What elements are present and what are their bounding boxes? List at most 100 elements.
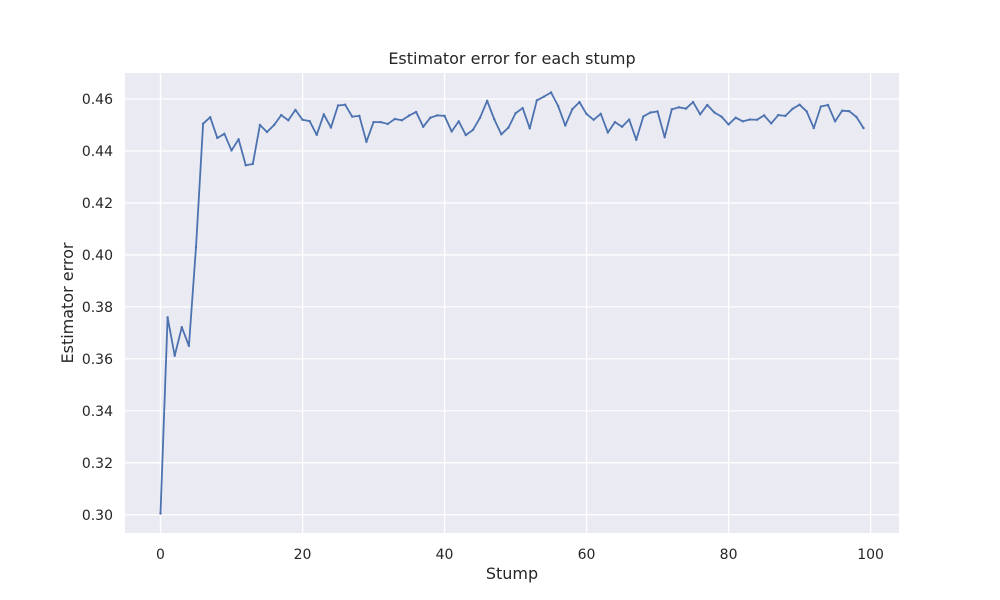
data-point — [194, 245, 198, 249]
data-point — [265, 130, 269, 134]
data-point — [507, 126, 510, 129]
data-point — [805, 110, 808, 113]
data-point — [670, 108, 673, 111]
data-point — [301, 118, 304, 121]
y-tick-label: 0.38 — [82, 300, 113, 316]
data-point — [478, 116, 482, 119]
data-point — [784, 114, 787, 118]
data-point — [571, 107, 574, 111]
data-point — [386, 122, 389, 126]
y-tick-label: 0.42 — [82, 196, 113, 212]
y-tick-label: 0.46 — [82, 92, 113, 108]
data-point — [691, 100, 695, 104]
data-point — [769, 122, 773, 125]
data-point — [642, 115, 645, 118]
data-points — [159, 91, 865, 515]
data-point — [244, 164, 247, 167]
data-point — [379, 120, 382, 124]
y-tick-label: 0.32 — [82, 456, 113, 472]
data-point — [585, 112, 588, 116]
x-tick-label: 80 — [720, 547, 738, 563]
data-point — [741, 120, 744, 123]
data-point — [223, 132, 226, 136]
x-axis-label: Stump — [486, 564, 538, 583]
plot-area — [125, 73, 899, 533]
data-point — [209, 115, 212, 119]
data-point — [166, 316, 169, 319]
y-tick-label: 0.30 — [82, 508, 113, 524]
data-point — [713, 111, 716, 114]
data-point — [272, 123, 276, 127]
data-point — [514, 112, 517, 115]
data-point — [180, 325, 184, 329]
data-point — [542, 95, 546, 98]
y-tick-label: 0.34 — [82, 404, 113, 420]
data-point — [798, 103, 801, 106]
data-point — [791, 107, 794, 111]
data-point — [400, 119, 404, 122]
data-point — [549, 91, 553, 94]
data-point — [635, 138, 638, 141]
data-point — [457, 120, 460, 123]
x-axis-ticks: 0 20 40 60 80 100 — [156, 547, 884, 563]
y-axis-label: Estimator error — [58, 242, 77, 363]
grid-lines — [125, 73, 899, 533]
data-point — [720, 115, 723, 118]
x-tick-label: 60 — [578, 547, 596, 563]
data-point — [684, 107, 688, 110]
data-point — [777, 113, 780, 117]
data-point — [500, 133, 503, 136]
data-point — [287, 119, 290, 122]
y-tick-label: 0.44 — [82, 144, 113, 160]
data-point — [450, 130, 453, 133]
data-point — [159, 512, 162, 515]
data-point — [564, 124, 567, 127]
data-point — [173, 354, 176, 357]
data-point — [493, 118, 496, 121]
data-point — [251, 162, 255, 166]
data-point — [663, 135, 666, 139]
data-point — [329, 126, 333, 129]
data-point — [578, 100, 581, 104]
data-point — [748, 118, 752, 121]
data-point — [365, 140, 368, 144]
data-point — [422, 125, 425, 128]
x-tick-label: 100 — [857, 547, 884, 563]
data-point — [727, 123, 730, 126]
data-point — [414, 110, 418, 114]
data-point — [230, 149, 233, 152]
data-point — [471, 128, 475, 132]
data-point — [315, 133, 318, 137]
data-point — [848, 110, 851, 113]
data-point — [393, 117, 397, 121]
data-point — [556, 104, 560, 108]
data-point — [812, 126, 815, 130]
x-tick-label: 20 — [294, 547, 312, 563]
series-line — [159, 91, 865, 514]
data-point — [762, 114, 766, 117]
data-point — [372, 120, 375, 124]
y-axis-ticks: 0.30 0.32 0.34 0.36 0.38 0.40 0.42 0.44 0.46 — [82, 92, 113, 524]
data-point — [308, 119, 311, 123]
data-point — [706, 103, 709, 107]
data-point — [613, 120, 617, 124]
data-point — [322, 113, 326, 116]
data-point — [436, 114, 439, 117]
data-point — [443, 114, 446, 118]
data-point — [819, 105, 823, 108]
data-point — [187, 344, 191, 348]
data-point — [840, 109, 844, 112]
data-point — [862, 126, 865, 130]
data-point — [201, 122, 205, 125]
data-point — [336, 104, 340, 107]
data-point — [627, 118, 631, 121]
data-point — [216, 136, 219, 140]
y-tick-label: 0.36 — [82, 352, 113, 368]
data-point — [521, 106, 524, 110]
data-point — [351, 115, 354, 118]
data-point — [599, 112, 602, 116]
data-point — [429, 116, 432, 119]
data-point — [535, 99, 539, 102]
data-point — [343, 103, 347, 106]
y-tick-label: 0.40 — [82, 248, 113, 264]
